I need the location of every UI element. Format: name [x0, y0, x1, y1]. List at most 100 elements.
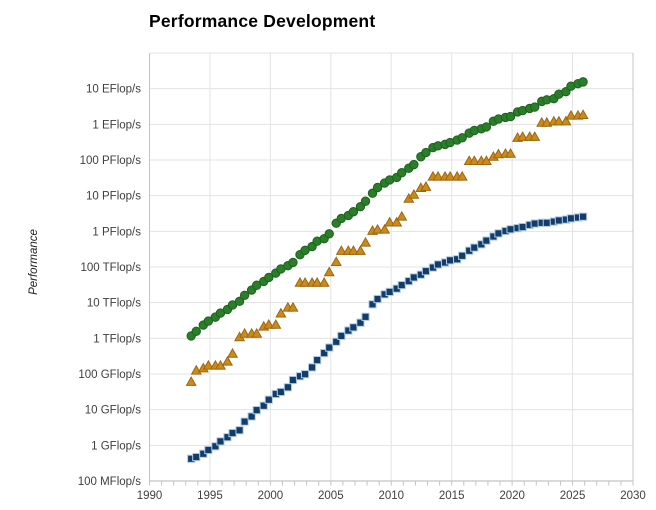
data-point: [470, 243, 479, 252]
data-point: [356, 318, 365, 327]
x-tick-label: 1995: [197, 490, 223, 502]
x-tick-label: 2020: [499, 490, 525, 502]
data-point: [216, 437, 225, 446]
data-point: [530, 219, 539, 228]
data-point: [263, 318, 275, 329]
x-tick-label: 2000: [258, 490, 284, 502]
data-point: [287, 301, 299, 312]
data-point: [518, 222, 527, 232]
data-point: [482, 236, 491, 245]
x-tick-label: 2030: [620, 490, 646, 502]
data-point: [318, 276, 330, 287]
data-point: [264, 272, 274, 283]
data-point: [276, 387, 285, 397]
data-point: [191, 326, 201, 337]
data-point: [348, 207, 359, 217]
data-point: [408, 188, 420, 199]
data-point: [300, 370, 310, 379]
data-point: [259, 401, 268, 410]
data-point: [505, 111, 516, 122]
y-tick-labels: 10 EFlop/s 1 EFlop/s 100 PFlop/s 10 PFlop/s…: [78, 84, 142, 488]
gridlines: [149, 52, 634, 482]
data-point: [578, 77, 588, 87]
y-tick-label: 1 TFlop/s: [93, 333, 141, 345]
data-point: [359, 236, 372, 247]
data-point: [270, 318, 282, 329]
data-point: [235, 426, 244, 435]
data-point: [397, 280, 406, 290]
data-point: [391, 216, 403, 227]
orange-triangles-series: [185, 109, 589, 386]
data-point: [397, 167, 407, 178]
data-point: [204, 445, 213, 455]
data-point: [185, 376, 197, 386]
data-point: [239, 290, 250, 300]
data-point: [446, 256, 455, 265]
data-point: [565, 109, 577, 120]
y-tick-label: 10 EFlop/s: [86, 84, 141, 96]
data-point: [542, 218, 551, 227]
data-point: [372, 223, 384, 234]
data-point: [247, 412, 256, 421]
y-tick-label: 100 GFlop/s: [78, 369, 141, 381]
y-tick-label: 10 GFlop/s: [85, 405, 141, 417]
data-point: [409, 273, 418, 282]
data-point: [288, 375, 298, 385]
x-tick-label: 2010: [378, 490, 404, 502]
data-point: [299, 276, 311, 287]
data-point: [554, 216, 564, 225]
y-tick-label: 1 EFlop/s: [92, 119, 141, 131]
blue-squares-series: [187, 212, 588, 463]
data-point: [239, 327, 251, 338]
data-point: [330, 256, 342, 267]
data-point: [307, 363, 317, 372]
x-tick-label: 2015: [439, 490, 465, 502]
data-point: [234, 296, 245, 307]
data-point: [332, 337, 341, 346]
data-point: [458, 251, 467, 260]
data-point: [409, 159, 419, 170]
data-point: [354, 245, 366, 255]
data-point: [577, 109, 589, 120]
data-point: [379, 223, 391, 234]
data-point: [494, 229, 503, 238]
data-point: [361, 312, 370, 321]
x-tick-label: 1990: [137, 490, 163, 502]
y-tick-label: 100 TFlop/s: [80, 262, 141, 274]
data-point: [385, 287, 394, 296]
y-tick-label: 1 GFlop/s: [91, 440, 141, 452]
x-tick-labels: 1990 1995 2000 2005 2010 2015 2020 2025 2030: [137, 490, 646, 502]
data-point: [360, 196, 371, 206]
data-point: [396, 210, 408, 221]
data-point: [221, 355, 234, 366]
y-tick-label: 1 PFlop/s: [92, 226, 141, 238]
data-point: [324, 229, 334, 239]
data-point: [226, 347, 239, 358]
data-point: [211, 442, 220, 451]
data-point: [530, 102, 540, 112]
data-point: [578, 212, 588, 221]
data-point: [192, 452, 201, 462]
y-tick-label: 100 MFlop/s: [78, 476, 142, 488]
chart-title: Performance Development: [149, 11, 376, 31]
data-point: [367, 188, 378, 198]
x-minor-ticks: [149, 481, 634, 486]
data-point: [240, 417, 249, 426]
x-tick-label: 2005: [318, 490, 344, 502]
data-point: [228, 428, 237, 438]
data-point: [311, 276, 323, 287]
data-point: [252, 280, 262, 290]
data-point: [288, 257, 298, 268]
data-point: [347, 245, 359, 255]
data-point: [444, 170, 456, 181]
data-point: [368, 300, 377, 309]
data-point: [323, 266, 335, 277]
data-point: [373, 294, 382, 304]
data-point: [203, 316, 214, 326]
y-tick-label: 100 PFlop/s: [80, 155, 142, 167]
data-point: [560, 115, 572, 126]
data-point: [202, 359, 214, 370]
data-point: [320, 349, 329, 358]
